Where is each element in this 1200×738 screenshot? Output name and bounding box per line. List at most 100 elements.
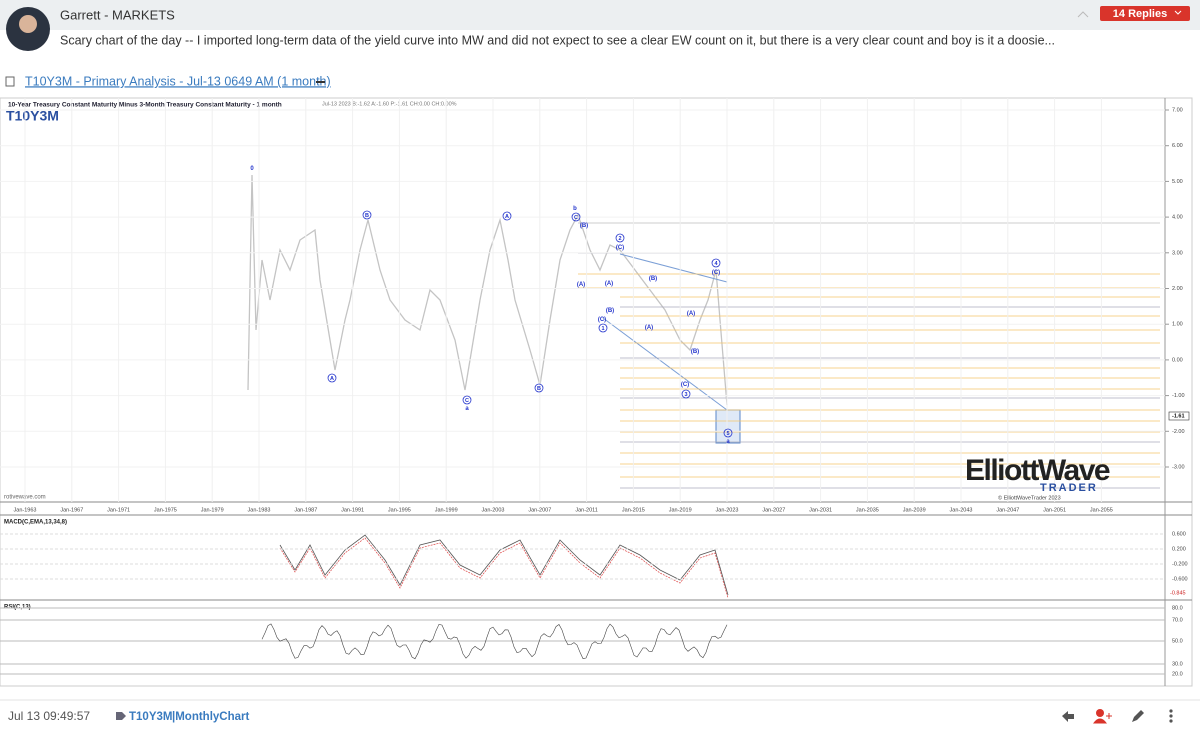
copyright: © ElliottWaveTrader 2023 <box>998 494 1061 501</box>
x-tick-label: Jan-1999 <box>435 507 458 513</box>
wave-label-circle <box>598 323 608 333</box>
wave-label: (B) <box>580 223 588 229</box>
x-tick-label: Jan-2023 <box>716 507 739 513</box>
macd-last: -0.845 <box>1170 590 1186 596</box>
logo: ElliottWave <box>965 454 1110 487</box>
chart-image: 10-Year Treasury Constant Maturity Minus… <box>0 97 1193 687</box>
rsi-tick-label: 20.0 <box>1172 671 1183 677</box>
x-tick-label: Jan-1971 <box>107 507 130 513</box>
follow-icon[interactable] <box>1096 709 1104 717</box>
wave-label: a <box>465 406 469 412</box>
replies-count[interactable]: 14 Replies <box>1113 8 1167 20</box>
y-tick-label: 5.00 <box>1172 179 1183 185</box>
price-line <box>247 174 728 406</box>
rsi-tick-label: 70.0 <box>1172 617 1183 623</box>
rsi-tick-label: 80.0 <box>1172 605 1183 611</box>
x-tick-label: Jan-2027 <box>762 507 785 513</box>
wave-label: (C) <box>598 317 606 323</box>
wave-label: A <box>330 376 334 382</box>
tag-icon <box>116 712 126 720</box>
tag[interactable]: T10Y3M <box>129 711 172 723</box>
x-tick-label: Jan-1975 <box>154 507 177 513</box>
x-tick-label: Jan-1995 <box>388 507 411 513</box>
wave-label: (C) <box>616 245 624 251</box>
wave-label: 5 <box>726 431 729 437</box>
y-tick-label: 1.00 <box>1172 322 1183 328</box>
x-tick-label: Jan-2043 <box>950 507 973 513</box>
wave-label-circle <box>534 383 544 393</box>
chart-symbol: T10Y3M <box>6 108 59 124</box>
rsi-tick-label: 30.0 <box>1172 661 1183 667</box>
rsi-tick-label: 50.0 <box>1172 638 1183 644</box>
x-tick-label: Jan-1967 <box>60 507 83 513</box>
replies-badge[interactable] <box>1100 6 1190 21</box>
target-box <box>715 409 741 444</box>
dropdown-icon <box>1174 10 1182 15</box>
rsi-line <box>261 623 728 660</box>
wave-label: (A) <box>577 282 585 288</box>
wave-label: 4 <box>714 261 718 267</box>
wave-label: 3 <box>684 392 687 398</box>
x-tick-label: Jan-2047 <box>996 507 1019 513</box>
wave-label-circle <box>362 210 372 220</box>
x-tick-label: Jan-2003 <box>482 507 505 513</box>
wave-label: (A) <box>687 311 695 317</box>
y-tick-label: 4.00 <box>1172 215 1183 221</box>
wave-label: (A) <box>605 281 613 287</box>
wave-label-circle <box>571 212 581 222</box>
wave-label-circle <box>462 395 472 405</box>
upvote-icon[interactable] <box>1077 11 1089 18</box>
wave-label: B <box>537 386 541 392</box>
timestamp: Jul 13 09:49:57 <box>8 709 90 723</box>
wave-label-circle <box>615 233 625 243</box>
x-tick-label: Jan-2039 <box>903 507 926 513</box>
y-tick-label: -1.00 <box>1172 393 1185 399</box>
macd-signal <box>279 537 729 599</box>
x-tick-label: Jan-2015 <box>622 507 645 513</box>
edit-icon[interactable] <box>1132 710 1144 722</box>
reply-icon[interactable] <box>1062 711 1074 722</box>
y-tick-label: 2.00 <box>1172 286 1183 292</box>
wave-label-circle <box>723 428 733 438</box>
wave-label: a <box>726 439 730 445</box>
trend-line <box>619 253 728 283</box>
author[interactable]: Garrett - MARKETS <box>60 7 175 22</box>
chart-link[interactable]: T10Y3M - Primary Analysis - Jul-13 0649 … <box>25 74 331 88</box>
wave-label: 0 <box>250 166 254 172</box>
trash-icon[interactable] <box>5 76 15 87</box>
price-tag <box>1168 411 1190 421</box>
collapse-icon[interactable] <box>316 81 325 83</box>
wave-label: (C) <box>712 270 720 276</box>
macd-line <box>279 534 729 596</box>
x-tick-label: Jan-2051 <box>1043 507 1066 513</box>
menu-dot <box>1169 719 1173 723</box>
post-header <box>0 0 1200 30</box>
wave-label: (A) <box>645 325 653 331</box>
menu-dot <box>1169 714 1173 718</box>
wave-label-circle <box>327 373 337 383</box>
last-price: -1.61 <box>1172 413 1185 419</box>
avatar-face <box>19 15 37 33</box>
wave-label: 1 <box>601 326 604 332</box>
x-tick-label: Jan-1963 <box>14 507 37 513</box>
x-tick-label: Jan-2019 <box>669 507 692 513</box>
y-tick-label: 0.00 <box>1172 357 1183 363</box>
wave-label: (C) <box>681 382 689 388</box>
chart-frame <box>0 97 1193 687</box>
macd-tick-label: -0.600 <box>1172 576 1188 582</box>
y-tick-label: -3.00 <box>1172 464 1185 470</box>
tag-category[interactable]: |MonthlyChart <box>172 711 249 723</box>
menu-dot[interactable] <box>1169 709 1173 713</box>
chart-info: Jul-13 2023 B:-1.62 A:-1.60 P:-1.61 CH:0… <box>322 101 457 107</box>
wave-label: C <box>574 215 578 221</box>
follow-icon-body <box>1092 713 1112 724</box>
x-tick-label: Jan-1979 <box>201 507 224 513</box>
x-tick-label: Jan-2007 <box>528 507 551 513</box>
wave-label: (B) <box>691 349 699 355</box>
x-tick-label: Jan-2055 <box>1090 507 1113 513</box>
x-tick-label: Jan-2011 <box>575 507 598 513</box>
wave-label-circle <box>502 211 512 221</box>
wave-label-circle <box>711 258 721 268</box>
